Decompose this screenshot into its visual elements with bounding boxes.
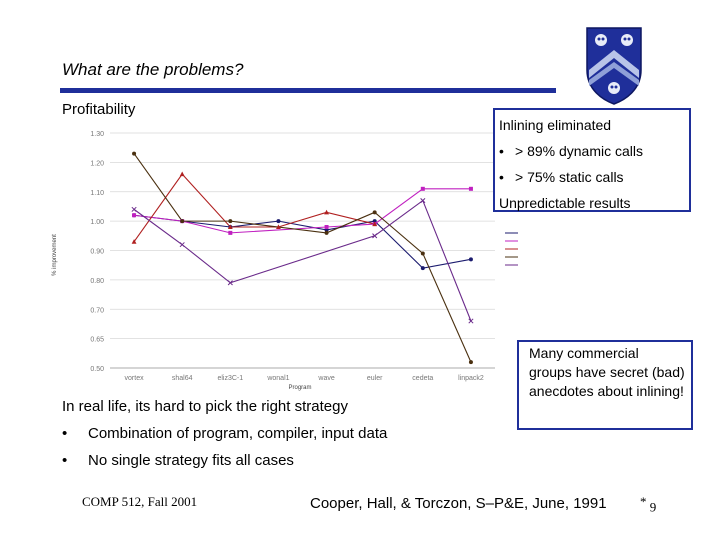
chart-series-line [133,188,471,234]
callout-inlining-bullet-text: > 89% dynamic calls [515,143,644,159]
chart-y-ticks: 0.50 0.65 0.70 0.80 0.90 1.00 1.10 1.20 1.30 [90,131,104,373]
chart-point [276,224,281,229]
chart-x-tick-label: euler [367,375,383,382]
chart-y-tick-label: 1.10 [90,190,104,197]
callout-inlining-eliminated: Inlining eliminated • > 89% dynamic calls… [493,108,691,212]
body-bullet-text: Combination of program, compiler, input … [88,425,388,442]
chart-series-lines [133,153,472,363]
chart-point [227,224,233,229]
chart-x-ticks: vortex shal64 eliz3C-1 wonal1 wave euler cedet… [125,375,484,382]
chart-point [420,251,425,256]
title-rule [60,88,556,93]
callout-inlining-footer: Unpredictable results [499,195,631,211]
chart-point [132,151,137,156]
slide-title: What are the problems? [62,60,244,79]
chart-point [132,213,137,218]
body-heading: In real life, its hard to pick the right… [62,398,348,415]
footer-page: * 9 [640,494,656,515]
chart-point [468,257,473,262]
footer-citation: Cooper, Hall, & Torczon, S–P&E, June, 19… [310,495,607,512]
chart-point [324,209,329,215]
chart-point [276,219,281,224]
chart-point [420,186,425,191]
footer-page-number: 9 [649,499,657,515]
chart-y-tick-label: 0.90 [90,249,104,256]
chart-series-line [133,199,472,322]
chart-point [228,230,233,235]
inlining-line-chart: 0.50 0.65 0.70 0.80 0.90 1.00 1.10 1.20 1.30 vor… [52,131,518,391]
chart-point [372,210,377,215]
chart-point [468,360,473,365]
chart-point [468,318,474,324]
chart-point [324,230,329,235]
chart-series-line [133,214,472,269]
chart-series-line [133,173,375,243]
chart-x-tick-label: linpack2 [458,375,484,382]
footer-page-marker: * [640,494,647,509]
chart-grid [110,132,495,369]
chart-point [179,242,185,248]
chart-series-line [133,153,472,363]
chart-point [228,219,233,224]
chart-y-axis-label: % improvement [52,234,58,276]
footer-course: COMP 512, Fall 2001 [82,494,198,509]
chart-point [468,186,473,191]
chart-point [179,171,185,177]
chart-y-tick-label: 0.65 [90,337,104,344]
chart-y-tick-label: 0.50 [90,366,104,373]
chart-x-tick-label: eliz3C-1 [217,375,243,382]
callout-commercial-groups: Many commercial groups have secret (bad)… [517,340,693,430]
chart-point [372,233,378,239]
chart-x-tick-label: wave [317,375,334,382]
chart-y-tick-label: 1.20 [90,160,104,167]
chart-x-tick-label: wonal1 [266,375,289,382]
body-bullet: • No single strategy fits all cases [62,452,294,469]
chart-legend: SOS1MIPSSequentConvexStardent [505,232,518,266]
chart-point [372,221,378,227]
chart-x-axis-label: Program [288,385,311,391]
chart-y-tick-label: 1.30 [90,131,104,138]
chart-y-tick-label: 0.80 [90,278,104,285]
callout-inlining-bullet-text: > 75% static calls [515,169,624,185]
chart-point [131,239,137,244]
chart-point [131,206,137,212]
chart-y-tick-label: 0.70 [90,307,104,314]
callout-inlining-bullet: • > 89% dynamic calls [499,143,644,159]
chart-x-tick-label: vortex [125,375,145,382]
chart-y-tick-label: 1.00 [90,219,104,226]
body-bullet-text: No single strategy fits all cases [88,452,294,469]
body-bullet: • Combination of program, compiler, input… [62,425,388,442]
chart-point [420,198,426,204]
subtitle-profitability: Profitability [62,101,136,118]
callout-inlining-heading: Inlining eliminated [499,117,612,133]
chart-point [180,219,185,224]
chart-x-tick-label: shal64 [172,375,193,382]
chart-series-points [131,151,474,365]
callout-inlining-bullet: • > 75% static calls [499,169,624,185]
chart-point [420,266,425,271]
chart-point [227,280,233,286]
chart-x-tick-label: cedeta [412,375,433,382]
university-crest-icon [586,27,642,105]
chart-point [324,225,329,229]
